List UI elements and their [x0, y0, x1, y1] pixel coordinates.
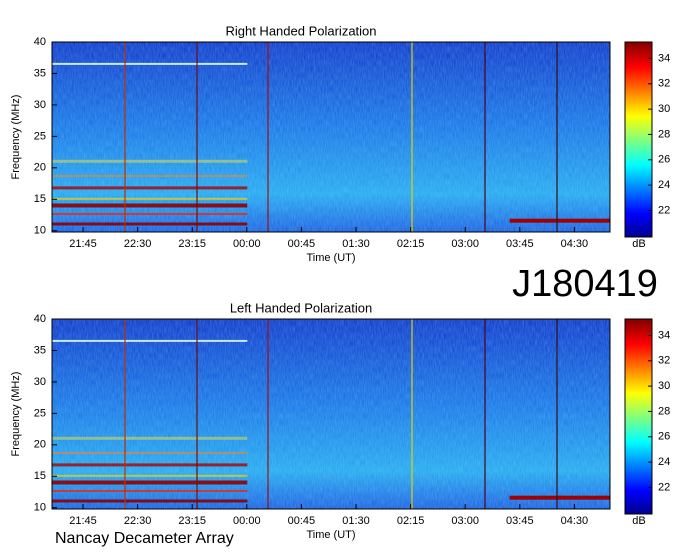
- spectrogram-band: [52, 436, 248, 440]
- y-tick-label: 35: [34, 344, 46, 356]
- x-axis-label: Time (UT): [306, 529, 355, 541]
- colorbar: [624, 318, 653, 515]
- y-tick-label: 25: [34, 130, 46, 142]
- spectrogram-band: [52, 222, 248, 226]
- chart-title: Left Handed Polarization: [230, 300, 372, 315]
- colorbar-tick-label: 28: [658, 405, 670, 417]
- x-axis-label: Time (UT): [306, 252, 355, 264]
- y-tick-label: 10: [34, 225, 46, 237]
- x-tick-label: 21:45: [69, 515, 97, 527]
- plot-frame: [51, 318, 611, 510]
- x-tick-label: 04:30: [561, 238, 589, 250]
- spectrogram-band: [52, 186, 248, 190]
- x-tick-label: 01:30: [342, 238, 370, 250]
- x-tick-label: 23:15: [178, 238, 206, 250]
- spectrogram-band: [52, 463, 248, 467]
- chart-title: Right Handed Polarization: [225, 23, 376, 38]
- spectrogram-band: [52, 62, 248, 65]
- y-tick-label: 30: [34, 99, 46, 111]
- spectrogram-noise: [52, 42, 610, 232]
- y-tick-label: 10: [34, 502, 46, 514]
- spectrogram-band: [52, 175, 248, 177]
- x-tick-label: 00:00: [233, 515, 261, 527]
- x-tick-label: 21:45: [69, 238, 97, 250]
- colorbar-label: dB: [632, 238, 645, 250]
- x-tick-label: 22:30: [124, 515, 152, 527]
- y-axis-label: Frequency (MHz): [10, 95, 22, 180]
- x-tick-label: 22:30: [124, 238, 152, 250]
- spectrogram-band: [52, 480, 248, 485]
- y-tick-label: 35: [34, 67, 46, 79]
- colorbar: [624, 41, 653, 238]
- colorbar-tick-label: 22: [658, 481, 670, 493]
- x-tick-label: 03:45: [506, 238, 534, 250]
- spectrogram-band: [52, 339, 248, 342]
- y-tick-label: 40: [34, 313, 46, 325]
- y-axis-label: Frequency (MHz): [10, 372, 22, 457]
- colorbar-tick-label: 34: [658, 329, 670, 341]
- colorbar-label: dB: [632, 515, 645, 527]
- x-tick-label: 03:45: [506, 515, 534, 527]
- y-tick-label: 15: [34, 470, 46, 482]
- x-tick-label: 00:45: [288, 515, 316, 527]
- x-tick-label: 01:30: [342, 515, 370, 527]
- colorbar-tick-label: 30: [658, 103, 670, 115]
- colorbar-tick-label: 34: [658, 52, 670, 64]
- colorbar-tick-label: 30: [658, 380, 670, 392]
- spectrogram-band: [52, 490, 248, 492]
- colorbar-tick-label: 26: [658, 431, 670, 443]
- x-tick-label: 03:00: [451, 238, 479, 250]
- spectrogram-band: [52, 474, 248, 477]
- x-tick-label: 00:45: [288, 238, 316, 250]
- spectrogram-noise: [52, 319, 610, 509]
- spectrogram-band: [52, 452, 248, 454]
- colorbar-tick-label: 24: [658, 179, 670, 191]
- y-tick-label: 20: [34, 162, 46, 174]
- spectrogram-band: [509, 218, 610, 223]
- spectrogram-band: [52, 499, 248, 503]
- colorbar-tick-label: 28: [658, 128, 670, 140]
- observatory-label: Nancay Decameter Array: [55, 530, 234, 547]
- y-tick-label: 20: [34, 439, 46, 451]
- x-tick-label: 03:00: [451, 515, 479, 527]
- y-tick-label: 25: [34, 407, 46, 419]
- y-tick-label: 15: [34, 193, 46, 205]
- colorbar-tick-label: 24: [658, 456, 670, 468]
- x-tick-label: 23:15: [178, 515, 206, 527]
- colorbar-tick-label: 32: [658, 355, 670, 367]
- spectrogram-band: [52, 213, 248, 215]
- spectrogram-band: [52, 197, 248, 200]
- spectrogram-band: [52, 203, 248, 208]
- x-tick-label: 02:15: [397, 238, 425, 250]
- colorbar-tick-label: 32: [658, 78, 670, 90]
- plot-frame: [51, 41, 611, 233]
- event-id: J180419: [512, 263, 658, 305]
- spectrogram-band: [52, 159, 248, 163]
- colorbar-tick-label: 26: [658, 154, 670, 166]
- x-tick-label: 00:00: [233, 238, 261, 250]
- spectrogram-band: [509, 495, 610, 500]
- y-tick-label: 30: [34, 376, 46, 388]
- x-tick-label: 04:30: [561, 515, 589, 527]
- y-tick-label: 40: [34, 36, 46, 48]
- x-tick-label: 02:15: [397, 515, 425, 527]
- colorbar-tick-label: 22: [658, 204, 670, 216]
